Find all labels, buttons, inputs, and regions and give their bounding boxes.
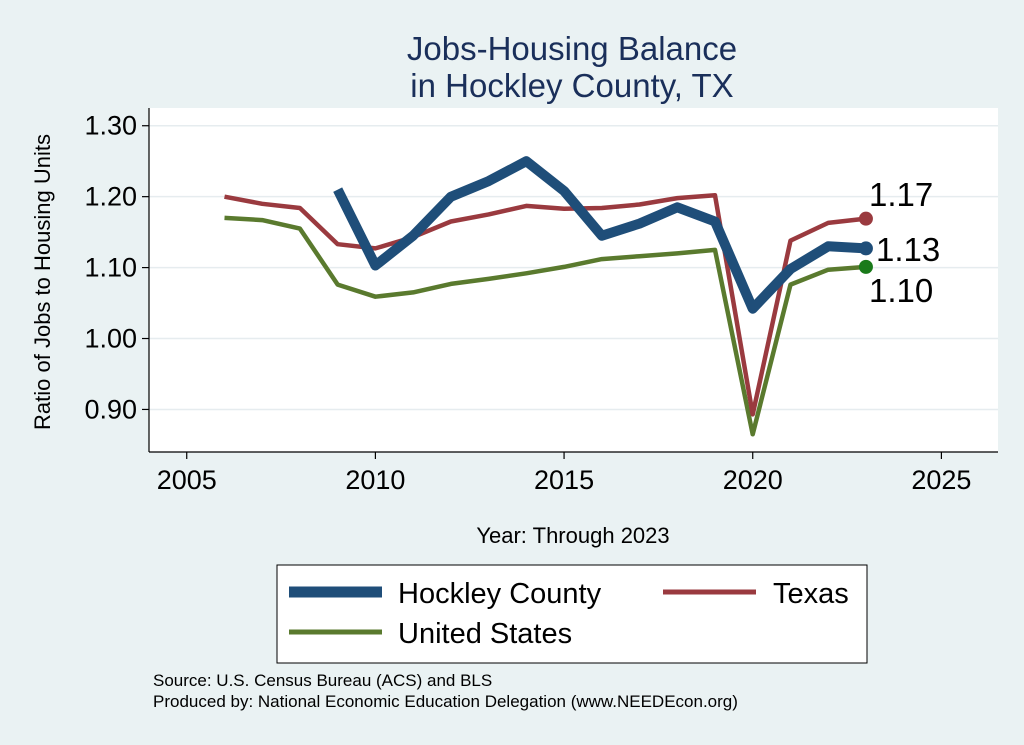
- source-note: Source: U.S. Census Bureau (ACS) and BLS: [153, 671, 492, 690]
- x-axis-title: Year: Through 2023: [476, 523, 669, 548]
- end-label-us: 1.10: [869, 272, 933, 309]
- end-marker-us: [858, 259, 873, 274]
- end-label-hockley: 1.13: [876, 231, 940, 268]
- plot-area: [149, 108, 998, 452]
- x-ticks: 2005 2010 2015 2020 2025: [157, 452, 971, 495]
- y-tick-label-0-90: 0.90: [84, 394, 137, 424]
- series-group: [224, 156, 873, 437]
- series-line-texas: [224, 192, 867, 417]
- end-label-texas: 1.17: [869, 176, 933, 213]
- x-tick-label-2025: 2025: [911, 465, 971, 495]
- producer-note: Produced by: National Economic Education…: [153, 692, 738, 711]
- end-marker-hockley: [858, 241, 873, 256]
- legend-label-texas: Texas: [773, 578, 849, 610]
- end-marker-texas: [858, 211, 873, 226]
- legend-label-us: United States: [398, 618, 572, 650]
- legend-box: [276, 564, 868, 664]
- y-tick-label-1-30: 1.30: [84, 111, 137, 141]
- series-line-hockley: [333, 156, 867, 314]
- x-tick-label-2015: 2015: [534, 465, 594, 495]
- series-line-us: [224, 215, 867, 437]
- y-axis-title: Ratio of Jobs to Housing Units: [30, 134, 55, 430]
- x-tick-label-2010: 2010: [345, 465, 405, 495]
- y-tick-label-1-00: 1.00: [84, 324, 137, 354]
- x-tick-label-2020: 2020: [723, 465, 783, 495]
- x-tick-label-2005: 2005: [157, 465, 217, 495]
- y-ticks: 0.90 1.00 1.10 1.20 1.30: [84, 111, 149, 424]
- legend-label-hockley: Hockley County: [398, 578, 602, 610]
- chart-title-line-1: Jobs-Housing Balance: [407, 30, 737, 67]
- y-tick-label-1-10: 1.10: [84, 253, 137, 283]
- chart-title-line-2: in Hockley County, TX: [410, 67, 733, 104]
- y-tick-label-1-20: 1.20: [84, 182, 137, 212]
